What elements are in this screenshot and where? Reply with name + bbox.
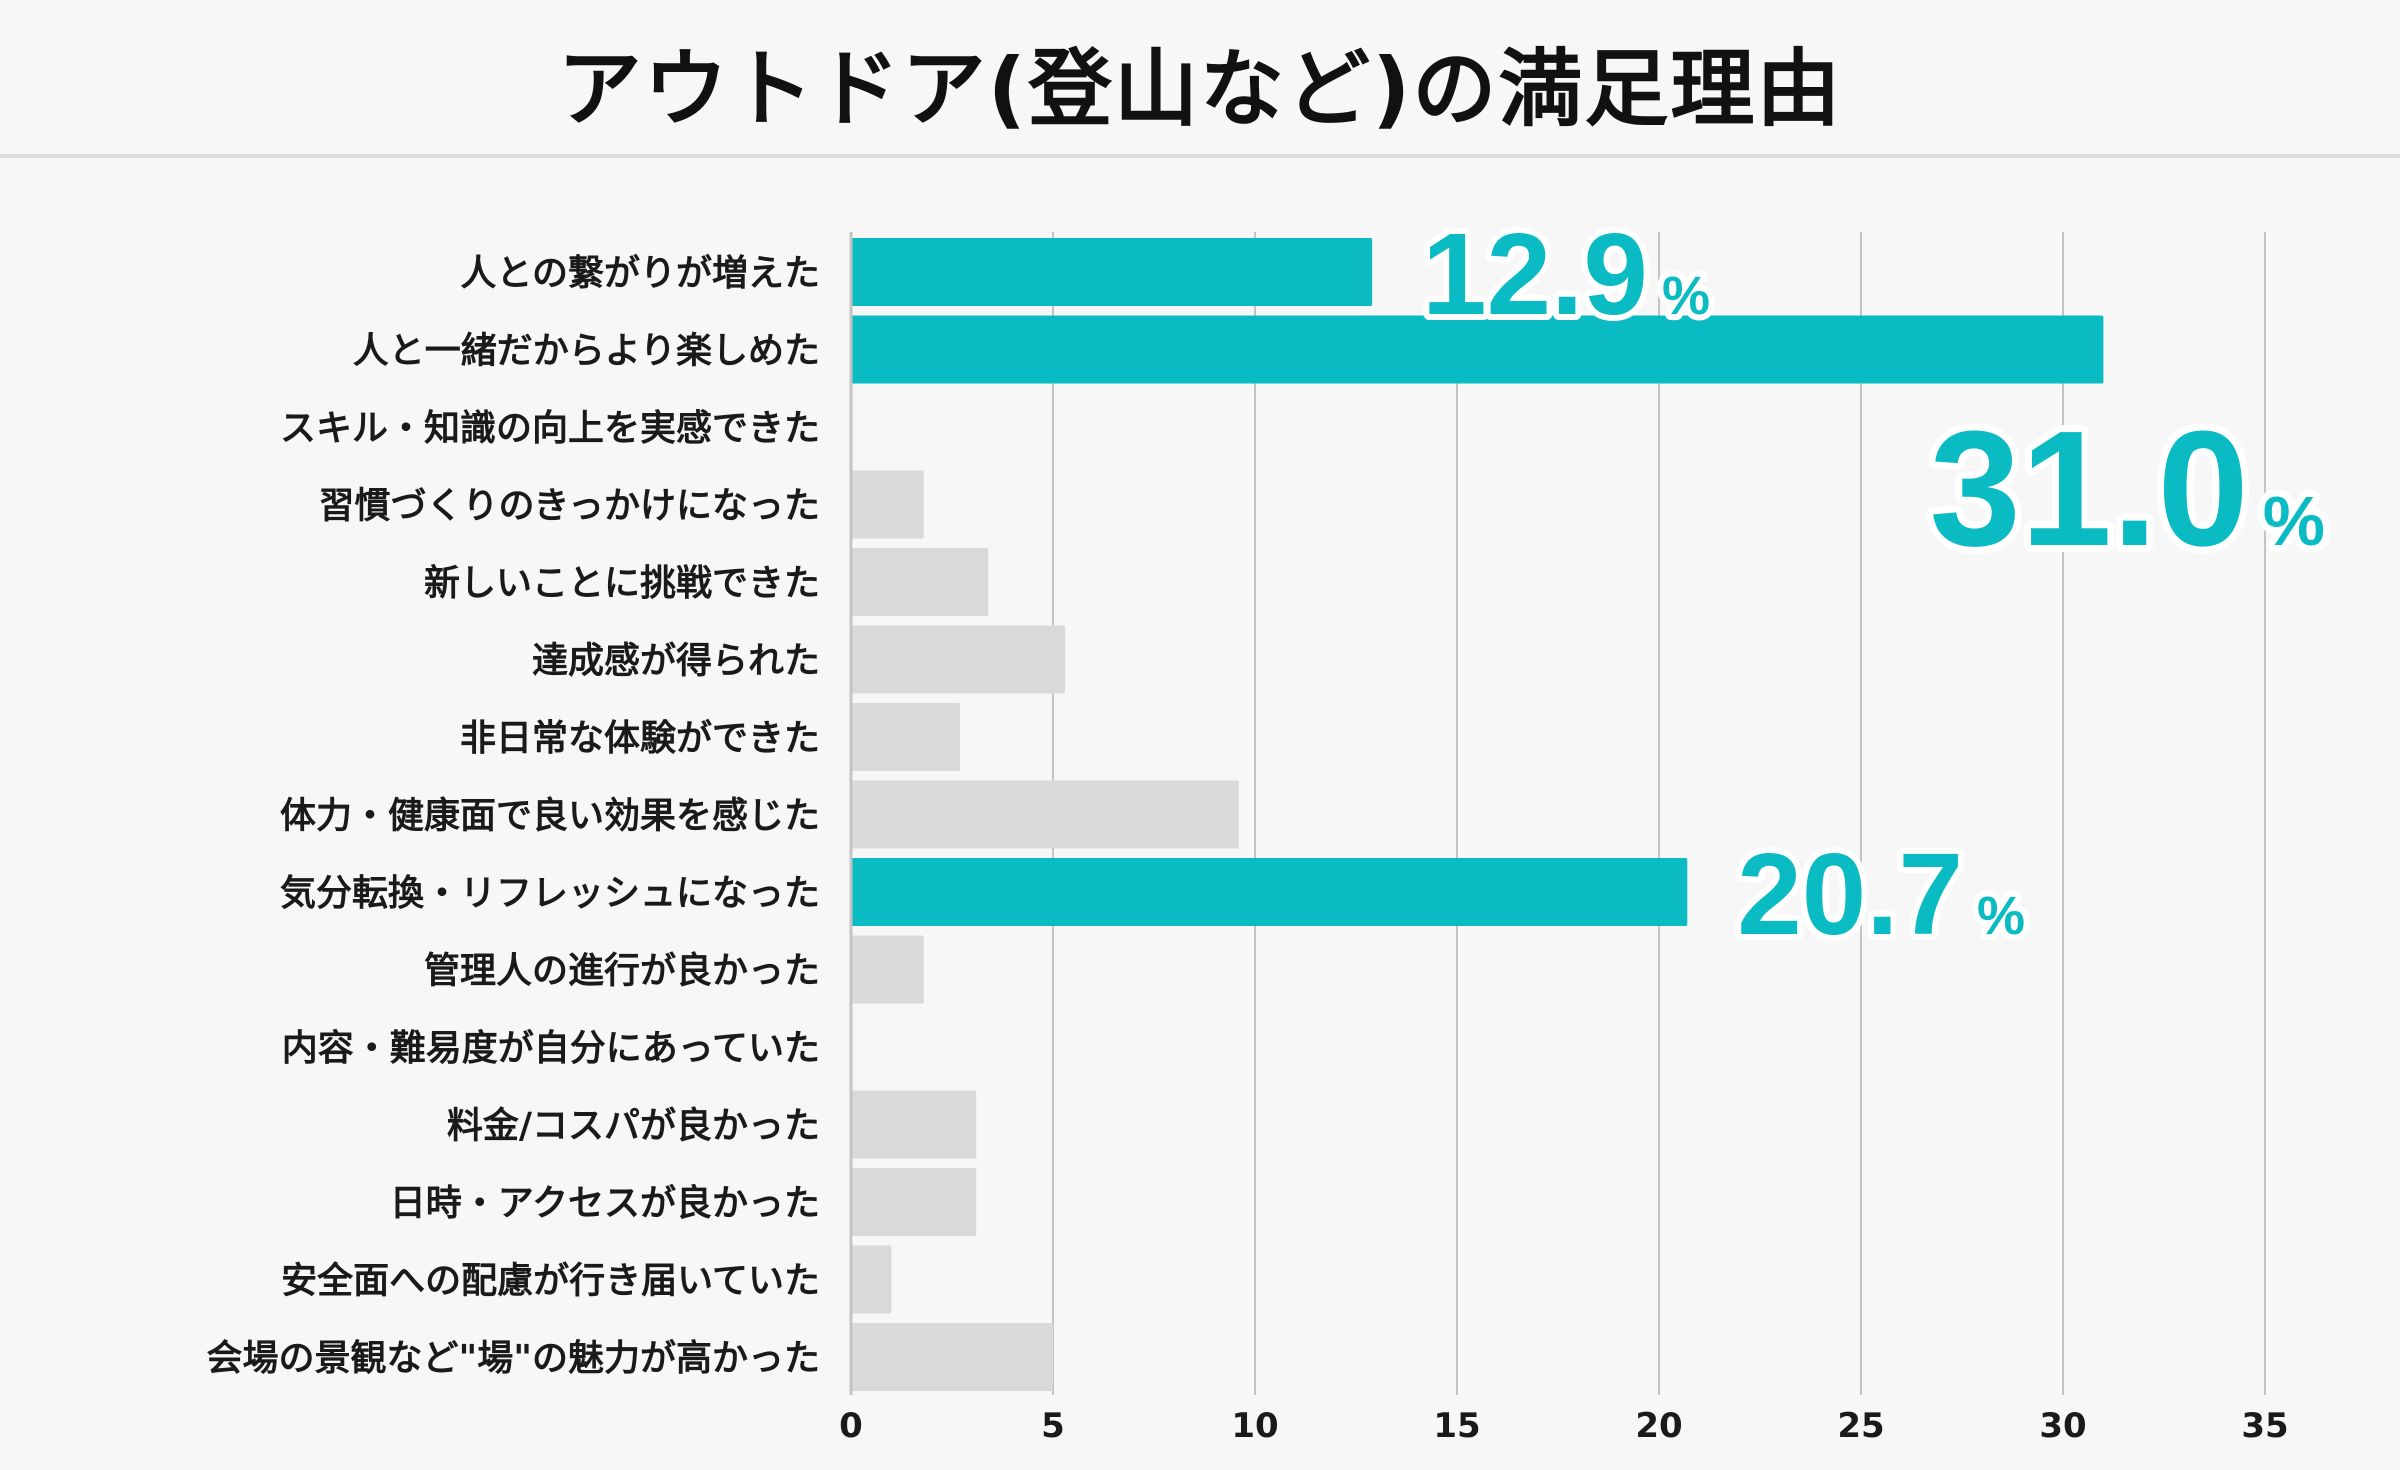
bar: [851, 935, 924, 1004]
category-label: 非日常な体験ができた: [460, 718, 820, 759]
value-annotations: 12.9 %31.0 %20.7%: [1416, 203, 2332, 965]
value-unit: %: [1662, 266, 1710, 326]
x-tick-label: 25: [1837, 1406, 1884, 1446]
category-label: スキル・知識の向上を実感できた: [280, 408, 820, 449]
value-number: 12.9: [1422, 209, 1648, 339]
tick-labels: 0 5 10 15 20 25 30 35: [839, 1406, 2289, 1446]
x-tick-label: 15: [1433, 1406, 1480, 1446]
category-label: 内容・難易度が自分にあっていた: [282, 1028, 820, 1069]
value-annotation: 31.0%: [1923, 390, 2332, 587]
grid-layer: [1052, 232, 2266, 1395]
category-label: 習慣づくりのきっかけになった: [319, 486, 820, 527]
bar: [851, 1168, 977, 1236]
bar: [851, 780, 1239, 849]
x-tick-label: 20: [1635, 1406, 1682, 1446]
x-tick-label: 5: [1041, 1406, 1065, 1446]
category-label: 体力・健康面で良い効果を感じた: [280, 795, 820, 837]
category-label: 気分転換・リフレッシュになった: [280, 873, 820, 914]
category-label: 人との繋がりが増えた: [460, 253, 820, 294]
value-annotation: 12.9%: [1416, 203, 1716, 345]
value-label: 12.9%: [1422, 209, 1710, 339]
bar: [851, 548, 989, 616]
x-tick-label: 30: [2039, 1406, 2086, 1446]
bar: [851, 625, 1066, 694]
bar: [851, 1245, 892, 1314]
value-number: 31.0: [1930, 397, 2249, 580]
bar: [851, 238, 1373, 306]
category-label: 管理人の進行が良かった: [424, 951, 820, 992]
x-tick-label: 10: [1231, 1406, 1278, 1446]
title-divider: [0, 154, 2400, 158]
value-unit: %: [2263, 482, 2325, 560]
value-number: 20.7: [1737, 829, 1963, 959]
category-labels: 人との繋がりが増えた人と一緒だからより楽しめたスキル・知識の向上を実感できた習慣…: [206, 253, 820, 1379]
category-label: 達成感が得られた: [532, 641, 820, 682]
bar: [851, 1090, 977, 1159]
x-tick-label: 35: [2241, 1406, 2288, 1446]
category-label: 日時・アクセスが良かった: [390, 1183, 820, 1224]
bar-layer: [851, 238, 2104, 1391]
category-label: 料金/コスパが良かった: [447, 1105, 820, 1147]
value-label: 31.0%: [1930, 397, 2325, 580]
bar: [851, 703, 961, 771]
bar: [851, 315, 2104, 384]
bar: [851, 470, 924, 539]
category-label: 新しいことに挑戦できた: [424, 563, 820, 604]
category-label: 安全面への配慮が行き届いていた: [281, 1260, 820, 1302]
chart-title: アウトドア(登山など)の満足理由: [557, 40, 1843, 138]
value-unit: %: [1977, 886, 2025, 946]
bar: [851, 858, 1688, 926]
category-label: 人と一緒だからより楽しめた: [353, 331, 820, 372]
value-annotation: 20.7%: [1731, 823, 2031, 965]
x-tick-label: 0: [839, 1406, 863, 1446]
category-label: 会場の景観など"場"の魅力が高かった: [206, 1338, 820, 1379]
bar: [851, 1323, 1053, 1391]
value-label: 20.7%: [1737, 829, 2025, 959]
